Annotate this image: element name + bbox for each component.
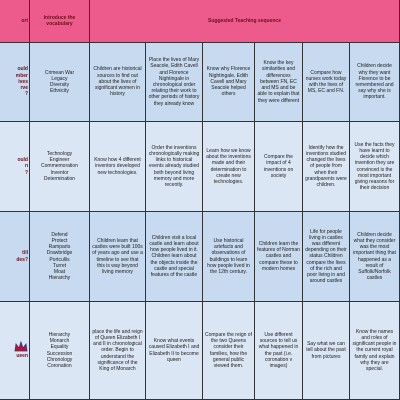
sequence-cell: Identify how the inventions studied chan… (303, 122, 350, 212)
sequence-text: Children visit a local castle and learn … (149, 234, 199, 278)
vocabulary-word: Succession (46, 350, 73, 357)
sequence-text: Compare the impact of 4 inventions on so… (263, 154, 294, 179)
question-text: ould (17, 66, 28, 73)
sequence-cell: Use historical artefacts and observation… (203, 212, 255, 302)
vocabulary-word: Ramparts (48, 244, 71, 251)
sequence-cell: Compare the impact of 4 inventions on so… (255, 122, 303, 212)
question-text: ueen (16, 353, 28, 360)
sequence-cell: Children decide what they consider was t… (350, 212, 400, 302)
vocabulary-word: Inventor (50, 169, 69, 176)
header-cell: Introduce the vocabulary (30, 0, 90, 43)
vocabulary-word: Diversity (49, 82, 70, 88)
sequence-cell: Know how 4 different inventors developed… (90, 122, 146, 212)
vocabulary-word: Portcullis (49, 256, 70, 263)
vocabulary-word: Defend (51, 231, 68, 238)
vocabulary-word: Crimean War (44, 69, 75, 76)
sequence-text: Know the names and roles of significant … (352, 328, 397, 372)
vocabulary-word: Hierarchy (48, 331, 71, 338)
question-cell: ueen (0, 302, 30, 400)
vocabulary-word: Determination (43, 175, 76, 182)
vocabulary-word: Hierarchy (48, 275, 71, 282)
vocabulary-cell: Hierarchy Monarch Equality Succession Chrono… (30, 302, 90, 400)
sequence-text: Children learn the features of Norman ca… (257, 240, 300, 272)
sequence-cell: place the life and reign of Queen Elizab… (90, 302, 146, 400)
sequence-cell: Children decide why they want Florence t… (350, 43, 400, 122)
vocabulary-word: Ethnicity (50, 88, 69, 95)
question-cell: till des? (0, 212, 30, 302)
header-cell: ort (0, 0, 30, 43)
header-cell: Suggested Teaching sequence (90, 0, 400, 43)
crown-icon (14, 341, 28, 352)
sequence-text: Children decide what they consider was t… (353, 231, 396, 282)
sequence-text: Know the key similarities and difference… (257, 60, 300, 104)
sequence-text: Place the lives of Mary Seacole, Edith C… (148, 57, 200, 107)
header-text: ort (21, 17, 28, 24)
sequence-text: Use the facts they have learnt to decide… (354, 141, 395, 192)
sequence-text: Say what we can tell about the past from… (306, 341, 346, 360)
question-text: mber (15, 72, 28, 79)
vocabulary-word: Engineer (49, 157, 70, 164)
question-text: ? (24, 169, 28, 176)
vocabulary-word: Legacy (51, 75, 68, 82)
sequence-cell: Know why Florence Nightingale, Edith Cav… (203, 43, 255, 122)
header-text: Suggested Teaching sequence (208, 17, 281, 24)
vocabulary-word: Monarch (49, 338, 70, 345)
sequence-cell: Use different sources to tell us what ha… (255, 302, 303, 400)
vocabulary-word: Technology (46, 150, 73, 157)
sequence-cell: Place the lives of Mary Seacole, Edith C… (146, 43, 203, 122)
vocabulary-word: Moat (53, 268, 66, 275)
vocabulary-word: Equality (50, 344, 69, 351)
question-cell: ould n? (0, 122, 30, 212)
sequence-text: Learn how we know about the inventions m… (206, 147, 251, 185)
vocabulary-word: Protect (51, 237, 68, 244)
sequence-text: Identify how the inventions studied chan… (305, 144, 347, 188)
sequence-text: Children are historical sources to find … (93, 66, 142, 98)
question-text: n (24, 163, 28, 170)
sequence-cell: Know the names and roles of significant … (350, 302, 400, 400)
vocabulary-word: Coronation (47, 362, 72, 369)
question-text: till (22, 250, 28, 257)
sequence-text: Know how 4 different inventors developed… (94, 157, 141, 176)
sequence-cell: Know the key similarities and difference… (255, 43, 303, 122)
question-cell: ould mber ives rve? (0, 43, 30, 122)
vocabulary-cell: Defend Protect Ramparts Drawbridge Portculli… (30, 212, 90, 302)
sequence-cell: Children learn the features of Norman ca… (255, 212, 303, 302)
sequence-cell: Compare how nurses work today with the l… (303, 43, 350, 122)
sequence-cell: Use the facts they have learnt to decide… (350, 122, 400, 212)
sequence-text: Children decide why they want Florence t… (355, 63, 394, 101)
sequence-cell: Children are historical sources to find … (90, 43, 146, 122)
sequence-text: Compare the reign of the two Queens cons… (205, 331, 252, 369)
sequence-text: Use different sources to tell us what ha… (258, 331, 299, 369)
vocabulary-word: Commemoration (41, 163, 78, 170)
sequence-cell: Compare the reign of the two Queens cons… (203, 302, 255, 400)
vocabulary-word: Drawbridge (46, 250, 73, 257)
vocabulary-word: Turret (52, 262, 67, 269)
sequence-text: Know what events caused Elizabeth I and … (148, 338, 200, 363)
question-text: ? (24, 91, 28, 98)
question-text: ould (17, 157, 28, 164)
question-text: ives (18, 78, 28, 85)
sequence-cell: Children learn that castles were built 1… (90, 212, 146, 302)
sequence-cell: Order the inventions chronologically mak… (146, 122, 203, 212)
question-text: des? (16, 256, 28, 263)
vocabulary-cell: Crimean War Legacy Diversity Ethnicity (30, 43, 90, 122)
sequence-text: Order the inventions chronologically mak… (148, 144, 200, 188)
sequence-text: Know why Florence Nightingale, Edith Cav… (206, 66, 251, 98)
header-text: Introduce the vocabulary (43, 14, 76, 27)
sequence-text: place the life and reign of Queen Elizab… (92, 328, 143, 372)
sequence-cell: Learn how we know about the inventions m… (203, 122, 255, 212)
vocabulary-word: Chronology (46, 356, 73, 363)
sequence-text: Life for people living in castles was di… (305, 228, 347, 285)
sequence-text: Children learn that castles were built 1… (92, 237, 143, 275)
vocabulary-cell: Technology Engineer Commemoration Inventor D… (30, 122, 90, 212)
sequence-text: Use historical artefacts and observation… (207, 237, 250, 275)
sequence-cell: Life for people living in castles was di… (303, 212, 350, 302)
sequence-cell: Know what events caused Elizabeth I and … (146, 302, 203, 400)
sequence-cell: Say what we can tell about the past from… (303, 302, 350, 400)
sequence-cell: Children visit a local castle and learn … (146, 212, 203, 302)
sequence-text: Compare how nurses work today with the l… (305, 69, 347, 95)
question-text: rve (20, 85, 28, 92)
